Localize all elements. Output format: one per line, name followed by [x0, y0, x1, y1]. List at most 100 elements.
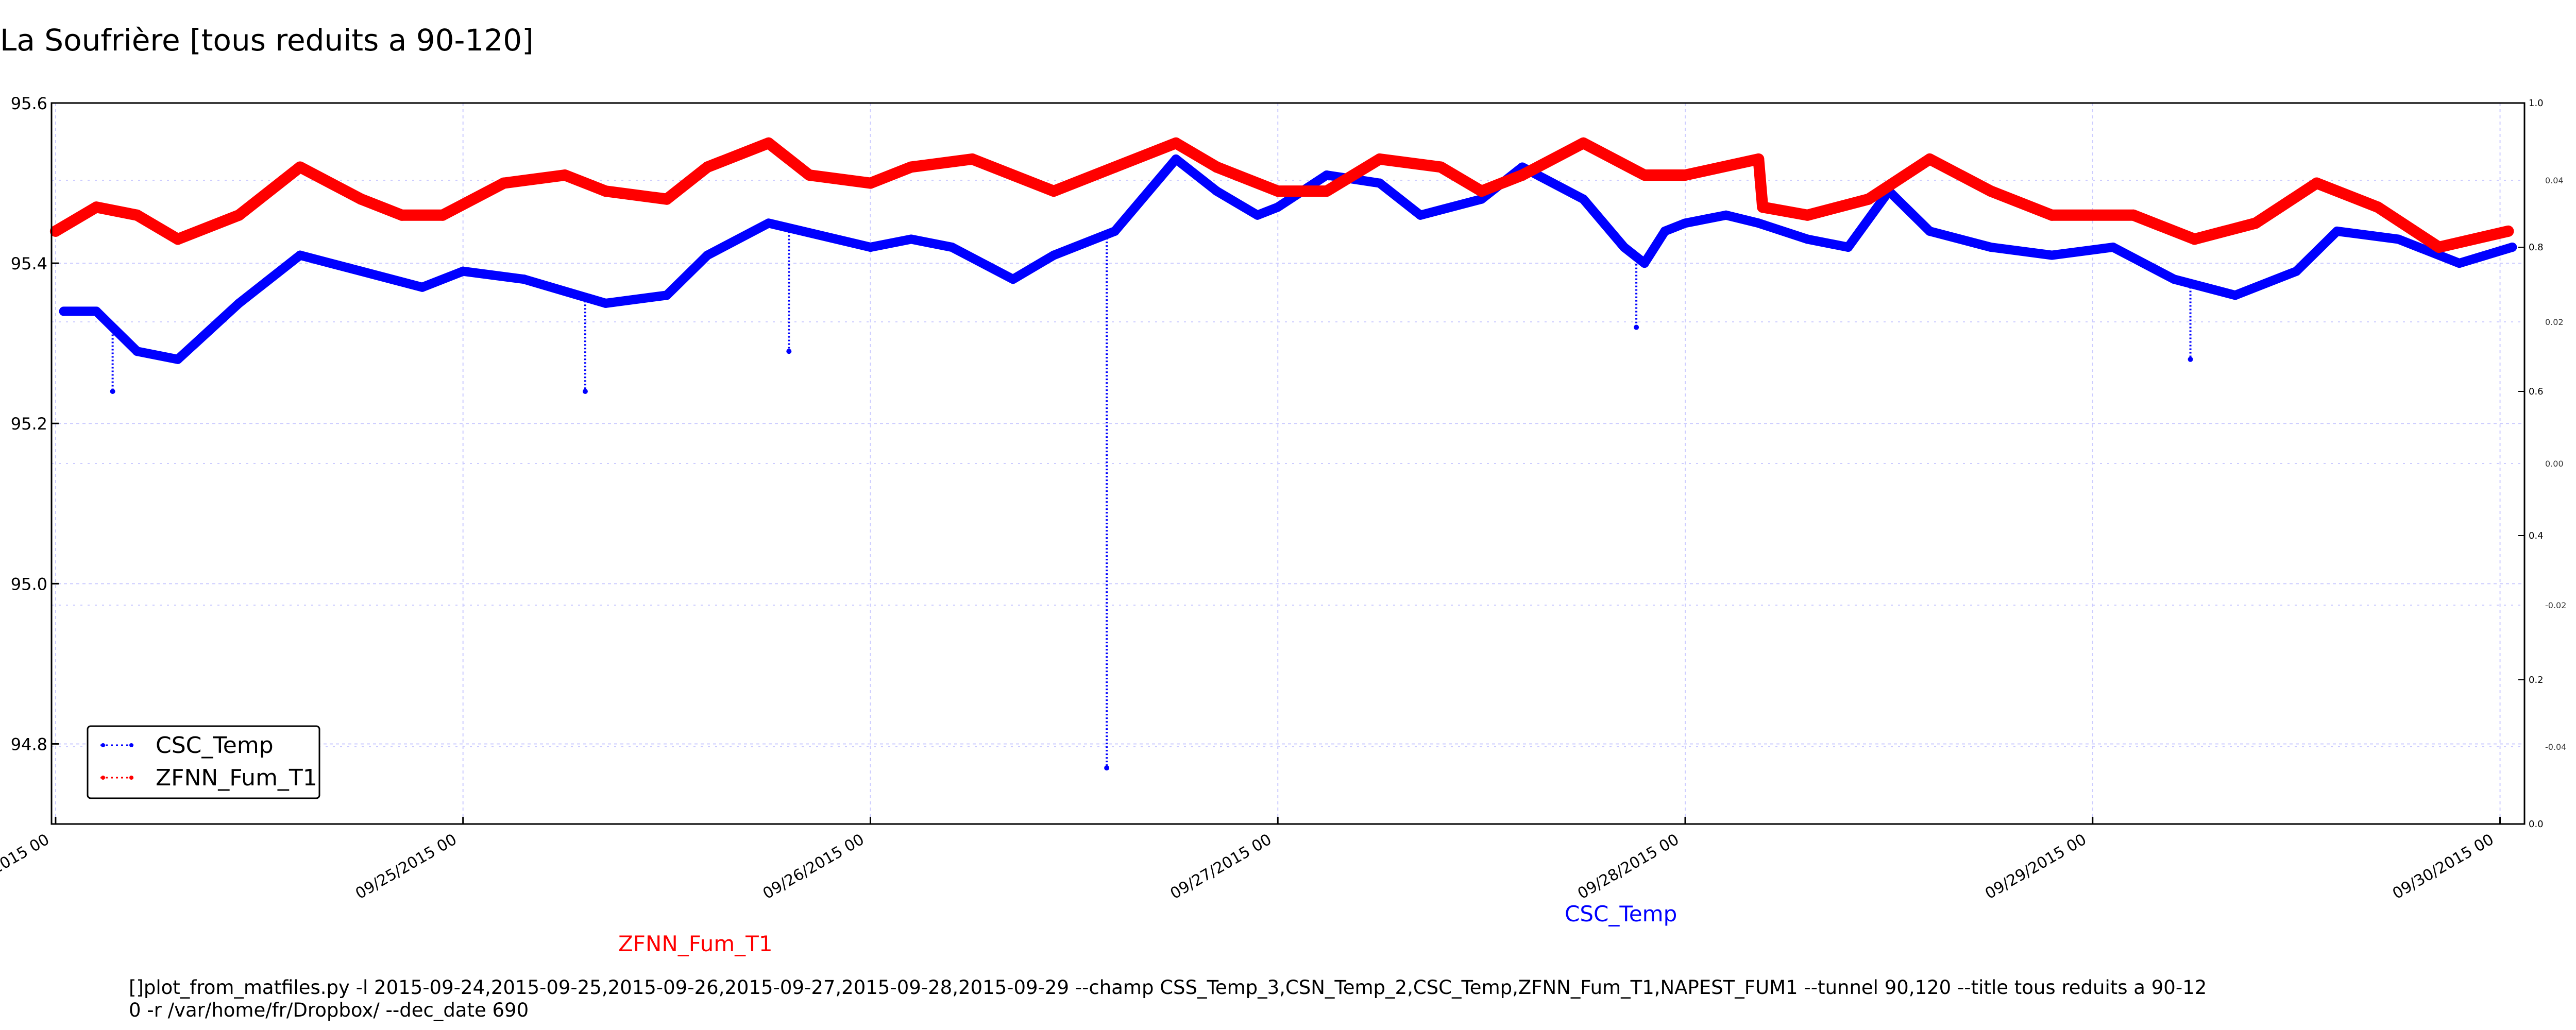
series-point-0 — [234, 298, 244, 308]
series-point-0 — [1660, 226, 1670, 236]
x-tick-label: 09/28/2015 00 — [1574, 831, 1682, 903]
series-point-1 — [1753, 153, 1765, 165]
series-point-1 — [2433, 242, 2445, 253]
series-point-0 — [1986, 243, 1996, 252]
y-tick-label: 95.4 — [11, 254, 47, 273]
series-point-0 — [2169, 274, 2179, 284]
command-line: []plot_from_matfiles.py -l 2015-09-24,20… — [129, 976, 2207, 1022]
series-point-1 — [1374, 153, 1385, 165]
series-line-1 — [49, 137, 2514, 253]
x-tick-label: 09/30/2015 00 — [2389, 831, 2497, 903]
series-point-0 — [356, 266, 366, 276]
inner-tick-label: 0.04 — [2545, 176, 2564, 185]
inner-tick-label: -0.02 — [2545, 600, 2566, 610]
series-point-1 — [172, 233, 184, 245]
series-point-1 — [702, 161, 714, 173]
series-point-1 — [1638, 169, 1650, 181]
series-point-1 — [1170, 137, 1182, 149]
series-point-0 — [2454, 259, 2464, 268]
series-point-0 — [1754, 218, 1764, 228]
series-point-1 — [1680, 169, 1691, 181]
y-tick-label: 95.2 — [11, 414, 47, 434]
series-point-1 — [2127, 209, 2139, 221]
series-point-0 — [1925, 226, 1935, 236]
series-point-1 — [1211, 161, 1223, 173]
series-point-0 — [91, 306, 101, 316]
series-point-1 — [762, 137, 774, 149]
series-point-1 — [1321, 185, 1333, 197]
series-point-0 — [295, 250, 305, 260]
right-tick-label: 0.8 — [2529, 242, 2544, 253]
series-point-0 — [1579, 194, 1588, 204]
series-point-0 — [2230, 290, 2240, 300]
right-tick-label: 0.6 — [2529, 386, 2544, 397]
x-tick-label: 09/24/2015 00 — [0, 831, 53, 903]
series-point-0 — [173, 354, 183, 364]
right-tick-label: 1.0 — [2529, 98, 2544, 109]
series-point-0 — [1212, 186, 1222, 196]
series-point-0 — [1171, 154, 1181, 164]
series-point-0 — [2108, 243, 2118, 252]
series-point-1 — [1048, 185, 1060, 197]
series-point-1 — [905, 161, 917, 173]
series-spike-point-0 — [582, 389, 588, 394]
series-point-0 — [947, 243, 957, 252]
series-point-1 — [661, 193, 673, 205]
series-spike-point-0 — [1104, 765, 1110, 771]
y-axis: 94.8 95.0 95.2 95.4 95.6 — [11, 94, 59, 754]
series-point-0 — [1639, 259, 1649, 268]
series-point-1 — [2502, 225, 2514, 237]
legend-label-csc: CSC_Temp — [156, 732, 274, 759]
series-point-1 — [2372, 201, 2384, 213]
series-point-1 — [131, 209, 143, 221]
series-point-1 — [498, 177, 510, 189]
legend-marker-zfnn — [101, 776, 105, 780]
series-point-1 — [294, 161, 306, 173]
y-tick-label: 94.8 — [11, 734, 47, 754]
series-point-0 — [1803, 234, 1812, 244]
series-point-0 — [458, 266, 468, 276]
series-point-1 — [2250, 217, 2262, 229]
series-point-1 — [1924, 153, 1936, 165]
series-point-1 — [2046, 209, 2058, 221]
legend-marker-csc — [129, 743, 133, 747]
series-point-1 — [1109, 161, 1121, 173]
series-point-0 — [906, 234, 916, 244]
series-point-0 — [2047, 250, 2057, 260]
series-point-1 — [967, 153, 978, 165]
series-point-0 — [1008, 274, 1018, 284]
series-point-0 — [1843, 243, 1853, 252]
series-point-1 — [1435, 161, 1447, 173]
series-point-0 — [1721, 210, 1731, 220]
series-point-1 — [1757, 201, 1769, 213]
series-point-1 — [2311, 177, 2323, 189]
right-tick-label: 0.0 — [2529, 819, 2544, 830]
command-line-2: 0 -r /var/home/fr/Dropbox/ --dec_date 69… — [129, 999, 529, 1021]
chart-title: La Soufrière [tous reduits a 90-120] — [0, 23, 534, 58]
legend-marker-zfnn — [129, 776, 133, 780]
series-point-1 — [355, 193, 367, 205]
series-spike-point-0 — [786, 349, 792, 354]
series-point-1 — [1578, 137, 1589, 149]
series-point-0 — [1681, 218, 1690, 228]
series-point-1 — [49, 225, 61, 237]
series-spike-point-0 — [2188, 356, 2193, 362]
x-tick-label: 09/29/2015 00 — [1982, 831, 2090, 903]
y-tick-label: 95.6 — [11, 94, 47, 113]
series-point-0 — [1619, 243, 1629, 252]
series-point-1 — [1272, 185, 1284, 197]
series-point-0 — [2507, 243, 2517, 252]
series-layer — [49, 137, 2517, 771]
series-point-1 — [1516, 169, 1528, 181]
series-point-0 — [1273, 202, 1283, 212]
series-point-1 — [1862, 193, 1874, 205]
legend: CSC_Temp ZFNN_Fum_T1 — [87, 725, 320, 799]
series-point-0 — [1477, 194, 1486, 204]
right-tick-label: 0.4 — [2529, 530, 2544, 541]
zfnn-series-label: ZFNN_Fum_T1 — [618, 931, 773, 956]
series-point-0 — [519, 274, 529, 284]
x-tick-label: 09/26/2015 00 — [760, 831, 868, 903]
series-point-0 — [417, 282, 427, 292]
series-point-0 — [59, 306, 69, 316]
